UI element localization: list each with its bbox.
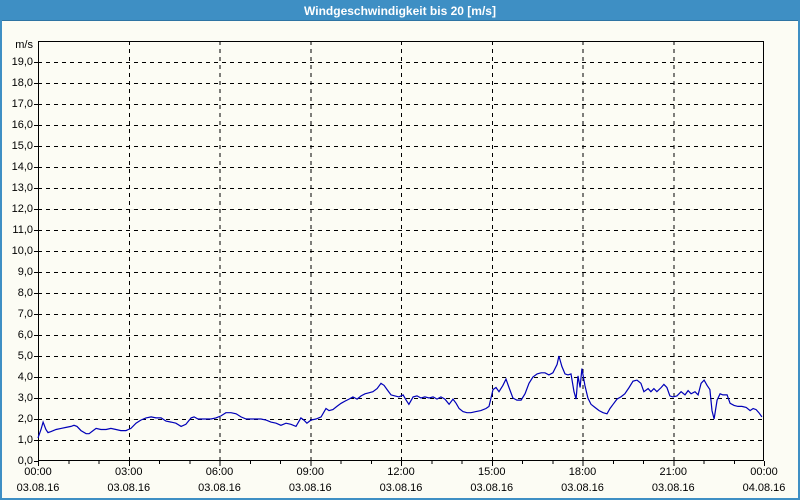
x-axis-date-label: 04.08.16 xyxy=(742,482,786,494)
x-axis-date-label: 03.08.16 xyxy=(470,482,514,494)
x-axis-time-label: 15:00 xyxy=(477,466,506,478)
x-axis-time-label: 18:00 xyxy=(568,466,597,478)
data-line-windgeschwindigkeit xyxy=(37,355,763,439)
x-axis-date-label: 03.08.16 xyxy=(379,482,423,494)
y-axis-label: 3,0 xyxy=(17,392,33,404)
y-axis-label: 2,0 xyxy=(17,413,33,425)
y-axis-label: 5,0 xyxy=(17,350,33,362)
x-axis-time-label: 00:00 xyxy=(24,466,52,478)
x-axis-date-label: 03.08.16 xyxy=(107,482,151,494)
y-axis-label: 17,0 xyxy=(11,98,33,110)
x-axis-time-label: 12:00 xyxy=(387,466,415,478)
x-axis-date-label: 03.08.16 xyxy=(561,482,604,494)
x-axis-date-label: 03.08.16 xyxy=(16,482,60,494)
y-axis-label: 11,0 xyxy=(12,224,33,236)
y-axis-label: 6,0 xyxy=(17,329,33,341)
x-axis-time-label: 00:00 xyxy=(750,466,778,478)
plot-border xyxy=(38,41,764,461)
x-axis-time-label: 03:00 xyxy=(114,466,143,478)
y-axis-label: 10,0 xyxy=(11,245,33,257)
chart-area: m/s 0,0 1,0 2,0 3,0 4,0 5,0 6,0 7,0 8,0 9,0 10,0 11,… xyxy=(2,21,798,498)
y-axis-unit-label: m/s xyxy=(15,39,33,51)
y-axis-label: 18,0 xyxy=(11,77,33,89)
y-axis-label: 16,0 xyxy=(11,119,33,131)
y-axis-label: 4,0 xyxy=(17,371,33,383)
y-axis-label: 7,0 xyxy=(17,308,33,320)
plot-svg xyxy=(34,41,765,466)
y-axis-label: 12,0 xyxy=(11,203,33,215)
y-axis-label: 8,0 xyxy=(17,287,33,299)
y-axis-label: 14,0 xyxy=(11,161,33,173)
x-axis-time-label: 09:00 xyxy=(296,466,325,478)
x-axis-date-label: 03.08.16 xyxy=(651,482,695,494)
y-axis-label: 19,0 xyxy=(11,56,33,68)
y-axis-label: 1,0 xyxy=(17,434,33,446)
y-axis-label: 9,0 xyxy=(17,266,33,278)
x-axis-date-label: 03.08.16 xyxy=(198,482,241,494)
x-axis-time-label: 21:00 xyxy=(659,466,688,478)
x-axis-date-label: 03.08.16 xyxy=(288,482,332,494)
y-axis-label: 0,0 xyxy=(17,455,33,467)
y-axis-label: 15,0 xyxy=(11,140,33,152)
x-axis-time-label: 06:00 xyxy=(205,466,234,478)
y-axis-label: 13,0 xyxy=(11,182,33,194)
window-title: Windgeschwindigkeit bis 20 [m/s] xyxy=(2,2,798,21)
